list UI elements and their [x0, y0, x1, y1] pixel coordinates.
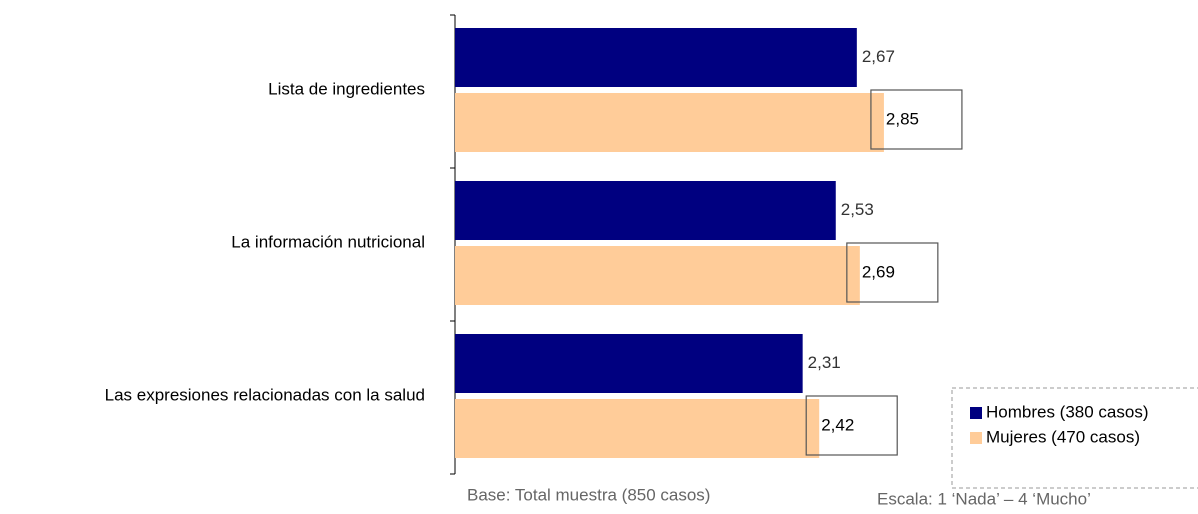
scale-note: Escala: 1 ‘Nada’ – 4 ‘Mucho’: [877, 489, 1091, 508]
legend-label: Hombres (380 casos): [986, 402, 1149, 421]
value-label: 2,31: [808, 353, 841, 372]
legend-box: [951, 387, 1198, 489]
bar: [455, 246, 860, 305]
value-label-box: [805, 395, 898, 456]
legend-swatch: [970, 432, 982, 444]
value-label: 2,69: [862, 262, 895, 281]
legend-label: Mujeres (470 casos): [986, 427, 1140, 446]
value-label: 2,42: [821, 415, 854, 434]
value-label: 2,53: [841, 200, 874, 219]
category-label: La información nutricional: [231, 232, 425, 251]
bar: [455, 399, 820, 458]
legend-swatch: [970, 407, 982, 419]
bar: [455, 334, 803, 393]
value-label-box: [870, 89, 963, 150]
category-label: Las expresiones relacionadas con la salu…: [105, 385, 425, 404]
value-label-box: [846, 242, 939, 303]
value-label: 2,67: [862, 47, 895, 66]
value-label: 2,85: [886, 109, 919, 128]
base-note: Base: Total muestra (850 casos): [467, 485, 710, 504]
category-label: Lista de ingredientes: [268, 79, 425, 98]
bar: [455, 93, 884, 152]
bar: [455, 28, 857, 87]
bar: [455, 181, 836, 240]
